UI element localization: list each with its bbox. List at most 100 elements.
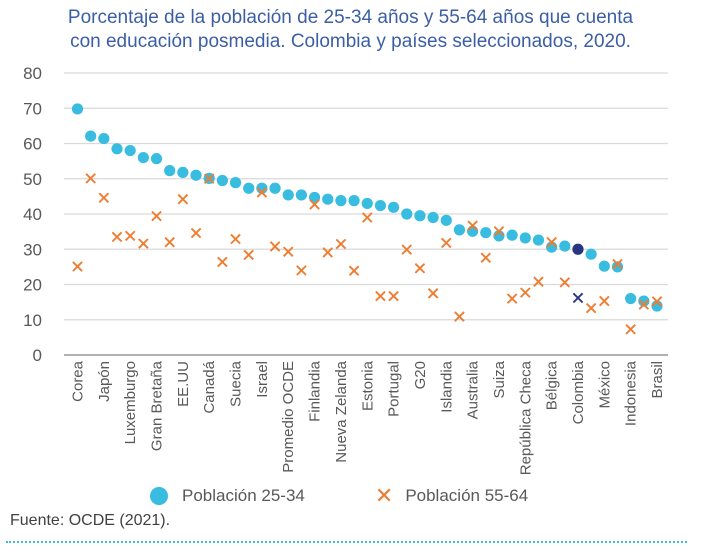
data-point-25-34 (229, 177, 242, 189)
data-point-55-64 (164, 236, 175, 248)
data-point-25-34 (348, 195, 360, 207)
data-point-55-64 (138, 238, 149, 249)
x-tick-label: G20 (412, 361, 429, 389)
data-point-25-34 (256, 182, 268, 194)
data-point-55-64 (151, 210, 162, 222)
chart-title-line-2: con educación posmedia. Colombia y paíse… (70, 31, 631, 52)
data-point-25-34-highlight (572, 243, 584, 255)
data-point-55-64 (269, 241, 281, 252)
legend-label-25-34: Población 25-34 (182, 486, 305, 505)
data-point-25-34 (361, 197, 373, 210)
x-tick-label: Gran Bretaña (149, 360, 166, 451)
data-point-55-64 (243, 249, 254, 261)
data-point-25-34 (190, 169, 202, 181)
data-point-25-34 (585, 248, 597, 260)
y-tick-label: 30 (23, 240, 42, 259)
x-tick-label: Finlandia (307, 360, 324, 422)
y-tick-label: 80 (23, 64, 42, 83)
data-point-55-64 (520, 287, 531, 298)
data-point-55-64 (230, 233, 241, 245)
data-point-25-34 (282, 189, 294, 201)
data-point-55-64 (282, 246, 294, 257)
x-tick-label: EE.UU (175, 361, 192, 407)
x-tick-label: Islandia (438, 360, 455, 412)
series-25-34 (71, 103, 663, 312)
data-point-25-34 (467, 225, 479, 237)
data-point-25-34 (295, 189, 307, 201)
legend: Población 25-34 ✕ Población 55-64 (150, 483, 598, 508)
data-point-55-64 (625, 323, 636, 335)
chart-title-line-1: Porcentaje de la población de 25-34 años… (67, 7, 634, 28)
data-point-55-64 (585, 302, 597, 314)
data-point-25-34 (506, 229, 518, 241)
x-tick-label: Australia (465, 360, 482, 419)
data-point-55-64 (388, 290, 399, 302)
data-point-55-64 (651, 296, 663, 307)
chart-title: Porcentaje de la población de 25-34 años… (0, 6, 701, 54)
y-tick-label: 0 (33, 346, 42, 365)
data-point-55-64 (493, 226, 505, 237)
series-55-64 (72, 173, 663, 335)
x-tick-label: Bélgica (544, 360, 561, 410)
x-axis-ticks: Corea Japón Luxemburgo Gran Bretaña EE.UU Can… (70, 360, 667, 475)
y-tick-label: 20 (23, 276, 42, 295)
x-tick-label: Suiza (491, 360, 508, 398)
legend-label-55-64: Población 55-64 (405, 486, 529, 505)
y-axis-ticks: 0 10 20 30 40 50 60 70 80 (23, 64, 42, 365)
data-point-55-64 (322, 247, 334, 258)
data-point-25-34 (401, 208, 413, 220)
data-point-25-34 (598, 260, 610, 272)
data-point-55-64 (309, 199, 320, 210)
data-point-25-34 (322, 193, 334, 205)
data-point-55-64 (427, 288, 439, 299)
data-point-55-64 (296, 265, 307, 276)
data-point-25-34 (427, 211, 439, 224)
data-point-25-34 (440, 214, 452, 226)
x-tick-label: Colombia (570, 360, 587, 424)
legend-item-55-64: ✕ Población 55-64 (374, 483, 529, 508)
y-tick-label: 70 (23, 99, 42, 118)
legend-item-25-34: Población 25-34 (150, 486, 305, 506)
data-point-25-34 (269, 182, 281, 194)
data-point-25-34 (85, 130, 97, 142)
data-point-25-34 (308, 191, 321, 204)
data-point-55-64 (256, 187, 268, 198)
gridlines (64, 72, 668, 321)
circle-marker-icon (150, 487, 168, 505)
data-point-25-34 (519, 232, 531, 244)
x-tick-label: Suecia (228, 360, 245, 407)
data-point-25-34 (177, 166, 189, 179)
data-point-25-34 (638, 295, 650, 307)
data-point-55-64 (454, 311, 465, 322)
data-point-55-64 (124, 230, 136, 242)
data-point-25-34 (216, 174, 228, 187)
data-point-55-64 (361, 212, 373, 223)
x-tick-label: Luxemburgo (122, 361, 139, 444)
data-point-25-34 (243, 182, 255, 194)
x-tick-label: Canadá (201, 360, 218, 413)
data-point-25-34 (559, 240, 571, 252)
x-tick-label: Nueva Zelanda (333, 360, 350, 462)
data-point-55-64 (612, 258, 623, 270)
y-tick-label: 50 (23, 170, 42, 189)
source-note: Fuente: OCDE (2021). (10, 512, 171, 529)
x-tick-label: Promedio OCDE (280, 361, 297, 473)
data-point-25-34 (611, 261, 624, 273)
data-point-55-64 (414, 263, 426, 274)
data-point-55-64 (533, 276, 544, 287)
data-point-55-64 (177, 193, 189, 205)
data-point-55-64 (190, 227, 202, 239)
data-point-55-64 (401, 244, 413, 255)
data-point-25-34 (387, 201, 400, 213)
data-point-55-64 (559, 277, 571, 288)
data-point-25-34 (71, 103, 84, 115)
y-tick-label: 40 (23, 205, 42, 224)
x-tick-label: República Checa (517, 360, 534, 475)
data-point-25-34 (480, 227, 492, 239)
y-tick-label: 60 (23, 135, 42, 154)
data-point-25-34 (414, 210, 426, 222)
data-point-55-64 (98, 192, 110, 204)
data-point-55-64 (599, 295, 610, 307)
data-point-55-64 (467, 220, 478, 231)
x-marker-icon: ✕ (374, 483, 394, 508)
